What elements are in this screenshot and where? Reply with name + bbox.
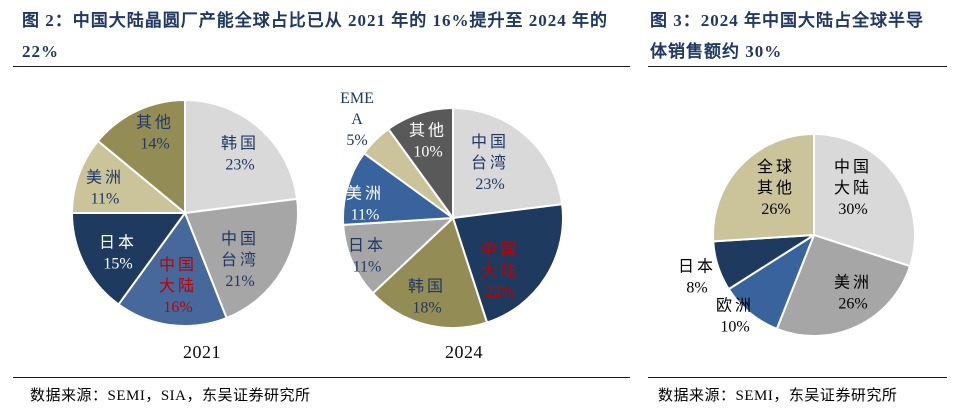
figure-2-data-source: 数据来源：SEMI，SIA，东吴证券研究所	[30, 388, 311, 404]
pie-slice	[371, 217, 488, 329]
pie-slice-label: 中国大陆 30%	[834, 158, 872, 218]
pie-slice-label: 中国台湾 21%	[221, 230, 259, 290]
pie-chart-semiconductor-sales-2024: 中国大陆 30% 美洲 26% 欧洲 10%日本 8% 全球其他 26%	[678, 133, 916, 337]
pie-slice-label: 中国大陆 16%	[159, 256, 197, 316]
pie-slice	[71, 139, 186, 214]
pie-slice	[184, 197, 299, 320]
pie-slice	[71, 212, 186, 306]
figure-2-top-divider	[13, 66, 630, 67]
pie-slice-label: 美洲 11%	[346, 185, 384, 224]
pie-slice-label: 其他 14%	[136, 114, 174, 153]
pie-slice	[342, 152, 454, 226]
figure-3-title-line1: 图 3：2024 年中国大陆占全球半导	[650, 11, 924, 30]
pie-slice-label: 其他 10%	[409, 122, 447, 161]
pie-slice-label: 美洲 26%	[834, 274, 872, 313]
pie-slice	[342, 217, 454, 295]
pie-slice-label: 日本 15%	[99, 234, 137, 273]
pie-slice-label: 全球其他 26%	[757, 158, 795, 218]
figure-2-title: 图 2：中国大陆晶圆厂产能全球占比已从 2021 年的 16%提升至 2024 …	[22, 5, 634, 67]
pie-slice	[712, 133, 815, 243]
pie-slice	[813, 133, 916, 268]
pie-year-label: 2021	[183, 342, 221, 362]
pie-slice	[387, 107, 454, 219]
pie-chart-wafer-capacity-2021: 韩国 23% 中国台湾 21% 中国大陆 16% 日本 15% 美洲 11% 其他 14% 2021	[71, 99, 299, 362]
pie-slice	[117, 212, 228, 327]
pie-slice	[452, 203, 564, 324]
pie-chart-wafer-capacity-2024: 中国台湾 23% 中国大陆 22% 韩国 18% 日本 11% 美洲 11% EME A 5% 其他 10%…	[340, 90, 564, 362]
figure-2-bottom-divider	[13, 377, 630, 378]
pie-slice-label: 中国台湾 23%	[471, 133, 509, 193]
figure-2-title-line2: 22%	[22, 42, 59, 61]
pie-slice	[775, 234, 912, 337]
figure-3-title: 图 3：2024 年中国大陆占全球半导 体销售额约 30%	[650, 5, 950, 67]
pie-slice-label: 韩国 18%	[408, 278, 446, 317]
pie-slice	[184, 99, 299, 214]
pie-slice-label: 美洲 11%	[86, 169, 124, 208]
pie-slice	[452, 107, 564, 219]
pie-slice-label: EME A 5%	[340, 90, 374, 149]
pie-slice-label: 韩国 23%	[221, 135, 259, 174]
figure-2-title-line1: 图 2：中国大陆晶圆厂产能全球占比已从 2021 年的 16%提升至 2024 …	[22, 11, 608, 30]
figure-3-top-divider	[648, 66, 947, 67]
pie-year-label: 2024	[445, 342, 483, 362]
pie-slice-label: 日本 11%	[348, 237, 386, 276]
figure-3-bottom-divider	[648, 377, 947, 378]
pie-slice-label: 中国大陆 22%	[481, 241, 519, 301]
figure-3-title-line2: 体销售额约 30%	[650, 42, 783, 61]
pie-slice	[96, 99, 186, 214]
figure-3-data-source: 数据来源：SEMI，东吴证券研究所	[658, 388, 898, 404]
pie-slice-label: 日本 8%	[678, 258, 716, 297]
pie-slice-label: 欧洲 10%	[716, 297, 754, 336]
